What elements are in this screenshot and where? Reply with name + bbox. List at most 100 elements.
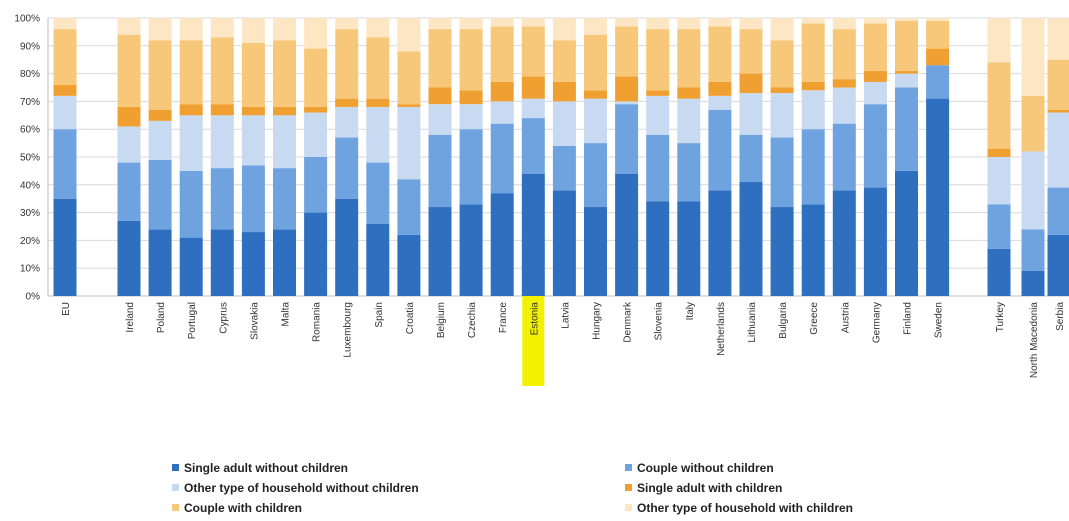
bar-segment [117, 126, 141, 163]
bar-segment [770, 87, 794, 94]
bar-segment [832, 79, 856, 88]
bar-segment [1047, 234, 1069, 296]
bar-segment [179, 237, 203, 296]
bar-segment [584, 98, 607, 144]
bar-segment [179, 104, 203, 116]
bar-segment [1021, 95, 1045, 152]
bar-segment [210, 115, 234, 169]
bar-segment [987, 248, 1011, 296]
bar-segment [397, 106, 421, 180]
bar-segment [1047, 18, 1069, 60]
bar-segment [708, 18, 732, 27]
bar-segment [708, 81, 732, 96]
x-tick-label: Finland [903, 302, 914, 335]
x-tick-label: Bulgaria [778, 302, 789, 339]
bar-segment [459, 90, 483, 105]
legend-swatch [625, 464, 632, 471]
bar-segment [895, 20, 918, 71]
bar-segment [428, 87, 452, 105]
bar-segment [490, 193, 514, 296]
bar-segment [397, 234, 421, 296]
x-tick-label: Germany [871, 302, 882, 343]
bar-segment [521, 118, 545, 174]
bar-segment [552, 101, 576, 146]
bar-segment [304, 212, 328, 296]
bar-segment [148, 229, 172, 296]
x-tick-label: Ireland [125, 302, 136, 333]
bar-segment [770, 207, 794, 296]
x-tick-label: Portugal [187, 302, 198, 339]
bar-segment [397, 104, 421, 107]
bar-segment [179, 115, 203, 171]
bar-segment [863, 81, 887, 105]
bar-segment [987, 157, 1011, 205]
bar-segment [1021, 18, 1045, 96]
x-tick-label: Denmark [623, 301, 634, 343]
bar-segment [801, 23, 825, 82]
bar-segment [241, 115, 265, 166]
x-tick-label: North Macedonia [1029, 302, 1040, 379]
bar-segment [366, 106, 390, 163]
x-tick-label: Sweden [934, 302, 945, 338]
bar-segment [397, 51, 421, 105]
y-tick-label: 0% [26, 292, 41, 303]
x-tick-label: Italy [685, 302, 696, 320]
bar-segment [987, 62, 1011, 149]
bar-segment [459, 204, 483, 296]
bar-segment [863, 104, 887, 188]
bar-segment [584, 207, 607, 296]
bar-segment [273, 229, 296, 296]
bar-segment [117, 162, 141, 221]
y-tick-label: 20% [20, 236, 40, 247]
x-tick-label: Serbia [1055, 302, 1066, 331]
bar-segment [677, 98, 701, 144]
x-axis: EU Ireland Poland Portugal Cyprus Slovakia Mal… [61, 296, 1066, 386]
bar-segment [273, 40, 296, 107]
bar-segment [646, 29, 670, 91]
bar-segment [615, 26, 639, 77]
bar-segment [584, 18, 607, 35]
bar-segment [677, 87, 701, 99]
bar-segment [708, 109, 732, 191]
x-tick-label: Austria [840, 302, 851, 334]
bar-segment [53, 29, 77, 85]
x-tick-label: Netherlands [716, 302, 727, 356]
bar-segment [646, 95, 670, 135]
bar-segment [801, 129, 825, 205]
highlight-box [522, 296, 545, 386]
bar-segment [801, 204, 825, 296]
bar-segment [987, 148, 1011, 157]
legend-swatch [172, 464, 179, 471]
bar-segment [53, 129, 77, 199]
bar-segment [646, 90, 670, 96]
bar-segment [53, 18, 77, 30]
bar-segment [117, 18, 141, 35]
x-tick-label: Poland [156, 302, 167, 333]
legend-swatch [625, 504, 632, 511]
bar-segment [273, 18, 296, 41]
bar-segment [179, 18, 203, 41]
legend-label: Couple without children [637, 461, 774, 475]
bar-segment [335, 18, 359, 30]
bar-segment [366, 98, 390, 107]
y-tick-label: 70% [20, 97, 40, 108]
bar-segment [708, 26, 732, 82]
legend-label: Other type of household without children [184, 481, 419, 495]
bar-segment [770, 40, 794, 88]
y-tick-label: 90% [20, 41, 40, 52]
bar-segment [490, 81, 514, 102]
bar-segment [926, 48, 950, 66]
bar-segment [677, 201, 701, 296]
bar-segment [241, 18, 265, 44]
bar-segment [428, 207, 452, 296]
bar-segment [366, 162, 390, 224]
bar-segment [895, 18, 918, 21]
bar-segment [117, 220, 141, 296]
bar-segment [584, 34, 607, 91]
bar-segment [677, 29, 701, 88]
y-tick-label: 40% [20, 180, 40, 191]
bar-segment [335, 198, 359, 296]
bar-segment [739, 29, 763, 74]
bar-segment [552, 145, 576, 191]
